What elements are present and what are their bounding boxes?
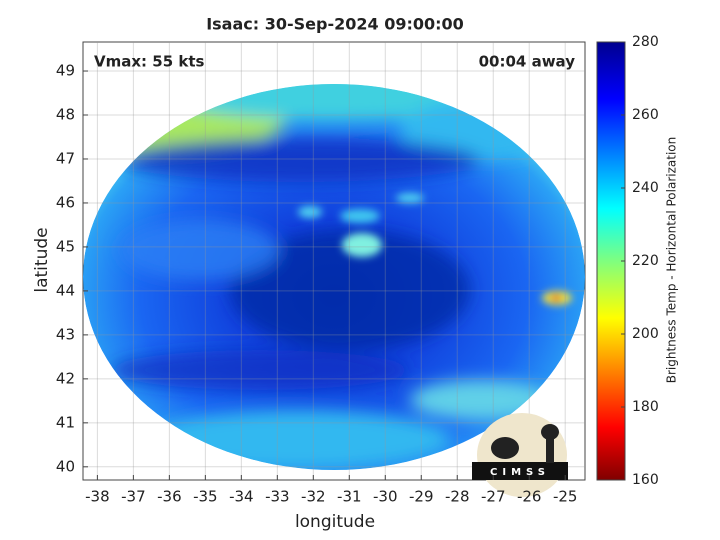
y-axis-label: latitude [32,227,52,292]
colorbar-tick-label: 180 [632,399,659,415]
x-tick-label: -35 [193,488,218,506]
logo-text: CIMSS [490,467,550,478]
colorbar-tick-label: 240 [632,180,659,196]
y-tick-label: 41 [56,413,75,431]
y-tick-label: 43 [56,325,75,343]
x-tick-label: -29 [409,488,434,506]
colorbar [596,41,626,481]
x-tick-label: -30 [373,488,398,506]
colorbar-tick-label: 220 [632,253,659,269]
x-tick-label: -36 [157,488,182,506]
colorbar-tick-label: 260 [632,107,659,123]
x-tick-label: -33 [265,488,290,506]
x-tick-label: -37 [121,488,146,506]
colorbar-tick-label: 160 [632,472,659,488]
y-tick-label: 48 [56,106,75,124]
y-tick-label: 47 [56,149,75,167]
colorbar-tick-label: 280 [632,34,659,50]
y-tick-label: 44 [56,281,75,299]
x-tick-label: -26 [517,488,542,506]
satellite-image [83,84,585,470]
colorbar-tick-label: 200 [632,326,659,342]
y-tick-label: 40 [56,457,75,475]
x-axis-label: longitude [295,512,375,532]
chart-title: Isaac: 30-Sep-2024 09:00:00 [206,15,464,34]
y-tick-label: 49 [56,62,75,80]
annotation: Vmax: 55 kts [94,53,204,71]
y-tick-label: 45 [56,237,75,255]
x-tick-label: -38 [85,488,110,506]
x-tick-label: -34 [229,488,254,506]
annotation: 00:04 away [479,53,576,71]
x-tick-label: -25 [553,488,578,506]
x-tick-label: -28 [445,488,470,506]
x-tick-label: -27 [481,488,506,506]
y-tick-label: 46 [56,193,75,211]
grid [83,42,585,480]
y-tick-label: 42 [56,369,75,387]
x-tick-label: -31 [337,488,362,506]
x-tick-label: -32 [301,488,326,506]
colorbar-label: Brightness Temp - Horizontal Polarizatio… [665,137,679,384]
logo: CIMSS [472,413,568,497]
